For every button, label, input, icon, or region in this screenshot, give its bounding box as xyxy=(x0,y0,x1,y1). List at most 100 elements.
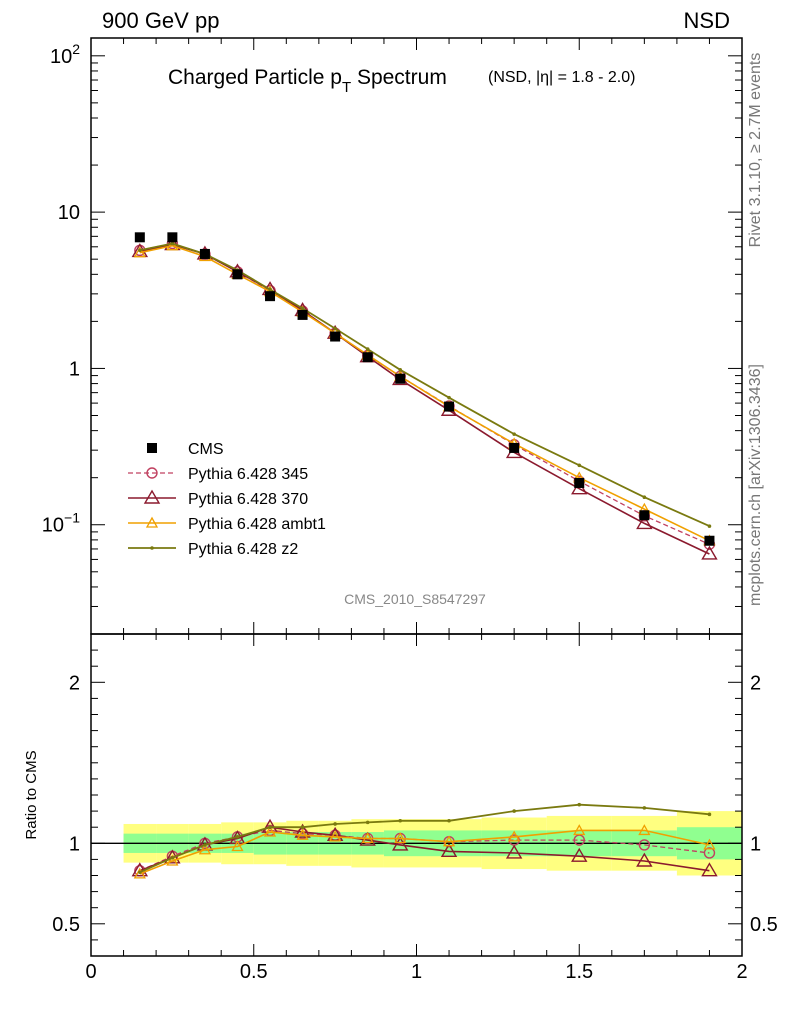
legend-p345-marker xyxy=(146,467,158,479)
ratio-ambt1-point xyxy=(394,832,407,844)
ratio-x-tick-label: 0.5 xyxy=(240,961,268,983)
ratio-z2-point xyxy=(512,809,516,813)
ratio-x-tick-label: 1 xyxy=(411,961,422,983)
main-z2-point xyxy=(707,524,712,528)
ratio-z2-point xyxy=(170,855,175,860)
main-y-tick-label: 102 xyxy=(50,41,80,68)
main-cms-point xyxy=(509,442,520,453)
ratio-ambt1-point xyxy=(329,830,342,842)
legend-z2-marker xyxy=(150,546,154,550)
ratio-y-tick-label-right: 0.5 xyxy=(750,914,778,936)
ratio-p345-point xyxy=(573,834,585,846)
main-z2-point xyxy=(642,495,647,500)
ratio-ambt1-point xyxy=(508,830,521,842)
main-cms-point xyxy=(167,232,178,243)
main-cms-point xyxy=(574,477,585,488)
main-y-tick-label: 10−1 xyxy=(42,510,80,537)
main-z2-line xyxy=(139,242,710,527)
ratio-z2-line xyxy=(139,803,710,874)
main-z2-point xyxy=(333,326,337,331)
ratio-ambt1-point xyxy=(703,838,716,850)
chart-title-rest: Spectrum xyxy=(351,66,447,89)
ratio-p370-point xyxy=(392,836,409,851)
ratio-p370-point xyxy=(636,852,653,867)
ratio-z2-point xyxy=(300,825,305,829)
main-cms-point xyxy=(199,248,210,259)
legend-cms-label: CMS xyxy=(188,441,224,458)
ratio-ambt1-point xyxy=(263,825,277,837)
ratio-p345-point xyxy=(638,839,651,851)
ratio-p370-point xyxy=(440,842,458,858)
ratio-y-tick-label: 0.5 xyxy=(52,914,80,936)
legend-ambt1-label: Pythia 6.428 ambt1 xyxy=(188,516,326,533)
main-cms-point xyxy=(362,352,373,363)
ratio-z2-point xyxy=(707,812,712,817)
collision-label: 900 GeV pp xyxy=(102,8,219,33)
legend: CMS Pythia 6.428 345 Pythia 6.428 370 Pythi… xyxy=(128,441,326,558)
ratio-ambt1-point xyxy=(198,843,212,855)
main-cms-point xyxy=(395,373,406,384)
legend-cms-marker xyxy=(147,443,157,453)
main-cms-point xyxy=(444,401,455,412)
ratio-p370-point xyxy=(131,862,149,877)
mcplots-label: mcplots.cern.ch [arXiv:1306.3436] xyxy=(747,364,764,606)
legend-ambt1-marker xyxy=(145,516,159,528)
main-z2-point xyxy=(138,248,142,253)
ratio-p370-point xyxy=(701,862,718,877)
ratio-ambt1-point xyxy=(166,854,179,866)
ratio-ambt1-point xyxy=(442,835,456,847)
ratio-ambt1-point xyxy=(296,828,309,840)
ratio-y-tick-label: 2 xyxy=(69,672,80,694)
main-ambt1-point xyxy=(133,246,146,258)
ratio-p370-point xyxy=(505,844,523,859)
ratio-z2-point xyxy=(447,818,451,823)
ratio-x-tick-label: 2 xyxy=(736,961,747,983)
ratio-ambt1-point xyxy=(638,824,651,836)
ratio-ambt1-point xyxy=(231,840,244,852)
main-z2-point xyxy=(512,432,516,436)
main-cms-point xyxy=(704,535,715,546)
legend-p345-label: Pythia 6.428 345 xyxy=(188,466,308,483)
chart-title: Charged Particle pT Spectrum xyxy=(168,66,447,96)
ratio-p370-point xyxy=(294,823,311,838)
ratio-y-tick-label-right: 2 xyxy=(750,672,761,694)
ratio-z2-point xyxy=(398,818,403,823)
legend-p370-marker xyxy=(143,489,161,504)
main-cms-point xyxy=(265,291,276,302)
ratio-y-axis-label: Ratio to CMS xyxy=(23,750,40,839)
ratio-p345-point xyxy=(703,847,716,859)
chart-title-note: (NSD, |η| = 1.8 - 2.0) xyxy=(488,69,635,86)
ratio-ambt1-point xyxy=(573,824,586,836)
ratio-z2-point xyxy=(138,870,142,875)
main-cms-point xyxy=(134,232,145,243)
ratio-y-tick-label-right: 1 xyxy=(750,833,761,855)
main-ambt1-line xyxy=(139,244,710,542)
ratio-plot-panel: 0 0.5 1 1.5 2 0.5 0.5 1 1 2 2 Ratio to CMS xyxy=(23,633,778,983)
ratio-p370-point xyxy=(571,847,588,862)
ratio-ambt1-point xyxy=(361,832,374,844)
analysis-watermark: CMS_2010_S8547297 xyxy=(344,591,486,607)
ratio-x-tick-label: 1.5 xyxy=(565,961,593,983)
main-p370-point xyxy=(636,515,653,530)
main-y-tick-label: 1 xyxy=(69,358,80,380)
main-z2-point xyxy=(447,395,451,400)
rivet-version-label: Rivet 3.1.10, ≥ 2.7M events xyxy=(747,53,764,248)
main-z2-point xyxy=(170,241,175,246)
main-z2-point xyxy=(577,463,582,468)
main-z2-point xyxy=(398,368,403,372)
ratio-ambt1-point xyxy=(133,867,146,879)
main-cms-point xyxy=(297,309,308,320)
ratio-z2-point xyxy=(365,820,370,825)
chart-title-subscript: T xyxy=(342,79,351,96)
ratio-z2-point xyxy=(333,822,337,826)
ratio-y-tick-label: 1 xyxy=(69,833,80,855)
ratio-z2-point xyxy=(235,835,240,839)
event-class-label: NSD xyxy=(684,8,730,33)
legend-z2-label: Pythia 6.428 z2 xyxy=(188,541,298,558)
main-cms-point xyxy=(639,510,650,521)
main-z2-point xyxy=(268,287,272,292)
ratio-z2-point xyxy=(642,806,647,810)
main-cms-point xyxy=(232,269,243,280)
